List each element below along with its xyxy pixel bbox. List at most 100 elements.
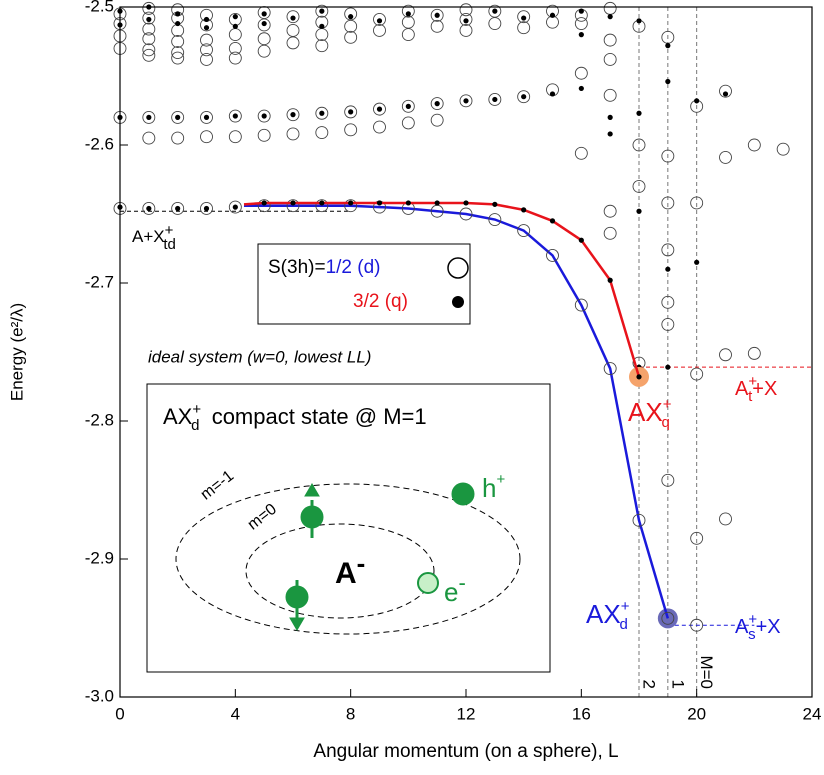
line-marker	[546, 248, 559, 262]
y-axis-title: Energy (e²/λ)	[7, 303, 26, 401]
point	[665, 43, 671, 49]
point	[228, 130, 242, 144]
line	[243, 204, 670, 619]
point	[175, 114, 181, 120]
y-tick-label: -2.6	[85, 134, 114, 153]
point	[690, 618, 704, 632]
point	[228, 28, 242, 42]
point	[492, 8, 498, 14]
point	[142, 11, 156, 25]
inset-title-sup: +	[192, 401, 201, 418]
y-tick-label: -2.9	[85, 548, 114, 567]
point	[373, 102, 386, 116]
line-marker	[492, 201, 498, 207]
line-marker	[549, 218, 556, 224]
line-marker	[636, 374, 642, 380]
inset-title: AX+ d compact state @ M=1	[163, 401, 427, 434]
line-marker	[348, 200, 354, 206]
line-marker	[315, 199, 329, 213]
point	[286, 127, 300, 141]
point	[430, 97, 444, 111]
point	[261, 11, 267, 17]
point	[175, 205, 181, 212]
point	[459, 12, 473, 26]
point	[200, 130, 213, 144]
reference-label: 1	[668, 680, 687, 689]
point	[203, 16, 210, 23]
electron	[417, 572, 439, 594]
point	[665, 266, 671, 272]
point	[257, 109, 271, 123]
point	[665, 78, 671, 85]
point	[142, 110, 156, 124]
point	[171, 110, 185, 124]
annotation-sup: +	[748, 611, 757, 628]
point	[578, 31, 584, 38]
line-marker	[261, 200, 267, 206]
point	[661, 243, 675, 257]
point	[603, 226, 617, 240]
annotation-sup: +	[663, 396, 672, 413]
point	[200, 202, 213, 215]
point	[261, 20, 267, 27]
ion-text: A	[335, 557, 357, 590]
point	[228, 109, 242, 123]
line-marker	[459, 207, 473, 221]
point	[344, 30, 358, 44]
point	[401, 99, 415, 113]
point	[661, 295, 675, 309]
arrow-head	[289, 617, 305, 631]
line-marker	[434, 200, 440, 206]
point	[578, 85, 584, 92]
point	[344, 105, 358, 119]
point	[373, 120, 386, 134]
point	[603, 204, 617, 218]
point	[694, 259, 700, 265]
y-tick-label: -2.5	[85, 0, 114, 15]
point	[290, 15, 296, 21]
line-marker	[286, 199, 300, 213]
point	[603, 33, 617, 47]
point	[632, 179, 646, 193]
point	[146, 205, 152, 212]
point	[430, 19, 444, 33]
point	[492, 96, 498, 103]
point	[142, 202, 156, 215]
point	[661, 317, 675, 331]
line-marker	[319, 200, 325, 206]
point	[171, 46, 185, 59]
point	[401, 116, 415, 130]
hole-sup: +	[496, 471, 505, 488]
ion-label: A-	[335, 548, 365, 590]
annotation-sub: t	[748, 388, 753, 405]
point	[200, 33, 213, 47]
point	[719, 512, 732, 526]
point	[636, 18, 642, 24]
hole-label: h+	[482, 471, 505, 503]
point	[315, 28, 329, 42]
annotation-text: A+X	[132, 227, 165, 246]
point	[719, 348, 732, 362]
point	[459, 24, 473, 37]
point	[661, 473, 675, 487]
point	[373, 24, 386, 37]
point	[315, 4, 329, 18]
point	[722, 91, 729, 97]
x-tick-label: 20	[687, 704, 706, 723]
point	[401, 4, 415, 18]
point	[690, 196, 704, 210]
point	[261, 113, 267, 119]
line-marker	[257, 199, 271, 213]
point	[632, 138, 646, 152]
line-marker	[521, 207, 527, 213]
legend-label: 3/2 (q)	[353, 291, 408, 312]
point	[232, 14, 238, 20]
point	[344, 123, 358, 137]
point	[373, 12, 386, 26]
point	[171, 35, 185, 48]
point	[747, 138, 761, 152]
point	[315, 106, 329, 120]
annotation-sub: d	[619, 616, 627, 633]
legend-marker	[447, 257, 469, 279]
